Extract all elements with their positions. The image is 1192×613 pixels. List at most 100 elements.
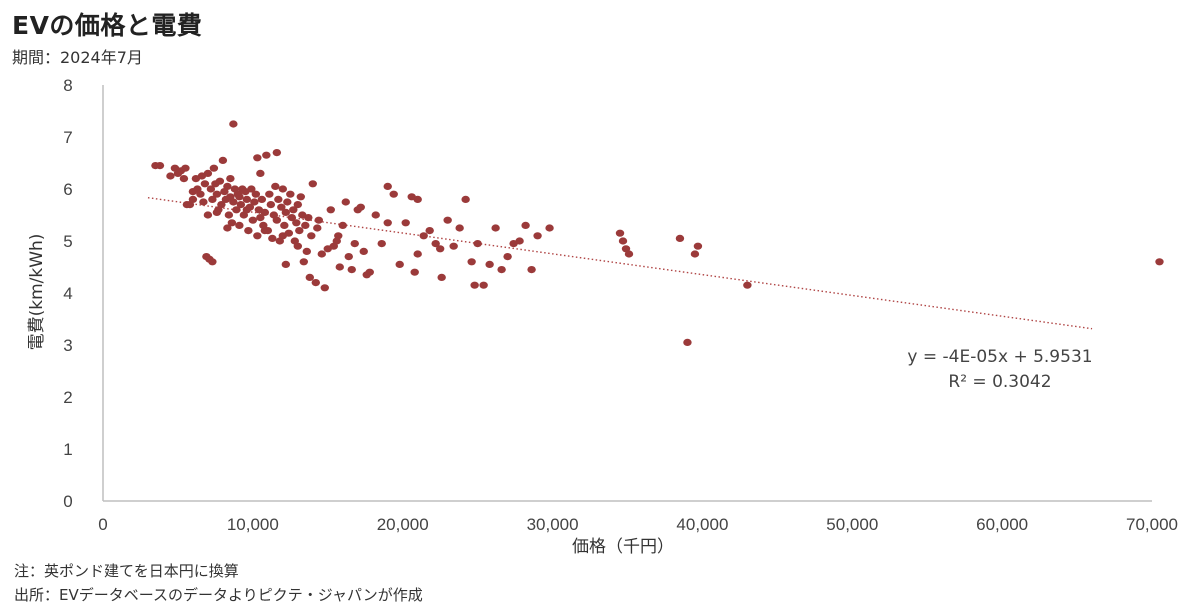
data-point	[226, 175, 235, 183]
data-point	[181, 164, 190, 172]
data-point	[435, 245, 445, 253]
x-tick-label: 60,000	[976, 515, 1028, 534]
data-point	[166, 172, 175, 180]
data-point	[743, 281, 752, 289]
data-point	[317, 250, 326, 258]
data-point	[461, 195, 470, 203]
data-point	[455, 224, 464, 232]
data-point	[229, 120, 238, 128]
data-point	[395, 260, 404, 268]
y-tick-label: 0	[63, 492, 72, 511]
data-point	[256, 214, 265, 222]
data-point	[235, 221, 244, 229]
y-tick-label: 2	[63, 388, 72, 407]
data-point	[212, 208, 222, 216]
y-axis-label: 電費(km/kWh)	[27, 234, 47, 351]
data-point	[274, 195, 283, 203]
data-point	[217, 201, 226, 209]
x-tick-label: 20,000	[377, 515, 429, 534]
data-point	[262, 151, 271, 159]
data-points	[151, 120, 1164, 346]
data-point	[203, 211, 213, 219]
y-tick-label: 6	[63, 180, 72, 199]
data-point	[260, 208, 270, 216]
data-point	[521, 221, 530, 229]
data-point	[618, 237, 628, 245]
data-point	[272, 149, 282, 157]
data-point	[280, 221, 289, 229]
data-point	[199, 198, 208, 206]
data-point	[212, 190, 222, 198]
data-point	[326, 206, 335, 214]
data-point	[359, 247, 368, 255]
data-point	[425, 227, 434, 235]
data-point	[218, 156, 228, 164]
chart-title: EVの価格と電費	[12, 11, 203, 40]
data-point	[320, 284, 329, 292]
data-point	[227, 219, 237, 227]
data-point	[256, 169, 265, 177]
data-point	[341, 198, 350, 206]
x-tick-label: 0	[98, 515, 107, 534]
trendline-r-squared: R² = 0.3042	[948, 372, 1051, 392]
data-point	[277, 203, 286, 211]
data-point	[235, 193, 244, 201]
data-point	[383, 219, 392, 227]
data-point	[265, 190, 274, 198]
data-point	[344, 253, 353, 261]
data-point	[683, 338, 692, 346]
data-point	[293, 242, 303, 250]
x-tick-label: 40,000	[676, 515, 728, 534]
data-point	[251, 190, 261, 198]
data-point	[437, 273, 446, 281]
axes	[102, 85, 1152, 502]
data-point	[1155, 258, 1164, 266]
data-point	[313, 224, 322, 232]
y-tick-label: 7	[63, 128, 72, 147]
data-point	[413, 250, 422, 258]
data-point	[286, 190, 295, 198]
data-point	[377, 240, 386, 248]
data-point	[179, 175, 189, 183]
data-point	[485, 260, 494, 268]
data-point	[410, 268, 419, 276]
data-point	[545, 224, 554, 232]
data-point	[289, 206, 298, 214]
data-point	[479, 281, 488, 289]
data-point	[338, 221, 347, 229]
trendline	[147, 196, 1093, 330]
data-point	[206, 185, 216, 193]
data-point	[301, 221, 310, 229]
trendline-equation: y = -4E-05x + 5.9531	[907, 347, 1092, 367]
data-point	[299, 258, 309, 266]
data-point	[209, 164, 219, 172]
data-point	[188, 195, 198, 203]
data-point	[283, 198, 292, 206]
data-point	[449, 242, 458, 250]
x-tick-label: 50,000	[826, 515, 878, 534]
data-point	[247, 185, 256, 193]
data-point	[347, 266, 356, 274]
data-point	[302, 247, 312, 255]
footnote: 注：英ポンド建てを日本円に換算	[14, 562, 239, 580]
y-tick-label: 8	[63, 76, 72, 95]
data-point	[473, 240, 482, 248]
data-point	[690, 250, 700, 258]
trendline-path	[147, 196, 1093, 330]
data-point	[693, 242, 703, 250]
data-point	[389, 190, 398, 198]
data-point	[314, 216, 323, 224]
data-point	[236, 201, 246, 209]
data-point	[223, 224, 232, 232]
data-point	[281, 260, 291, 268]
data-point	[272, 216, 282, 224]
y-tick-label: 3	[63, 336, 72, 355]
data-point	[224, 211, 234, 219]
data-point	[260, 227, 270, 235]
data-point	[287, 214, 297, 222]
data-point	[383, 182, 392, 190]
data-point	[208, 258, 217, 266]
data-point	[155, 162, 165, 170]
data-point	[470, 281, 479, 289]
